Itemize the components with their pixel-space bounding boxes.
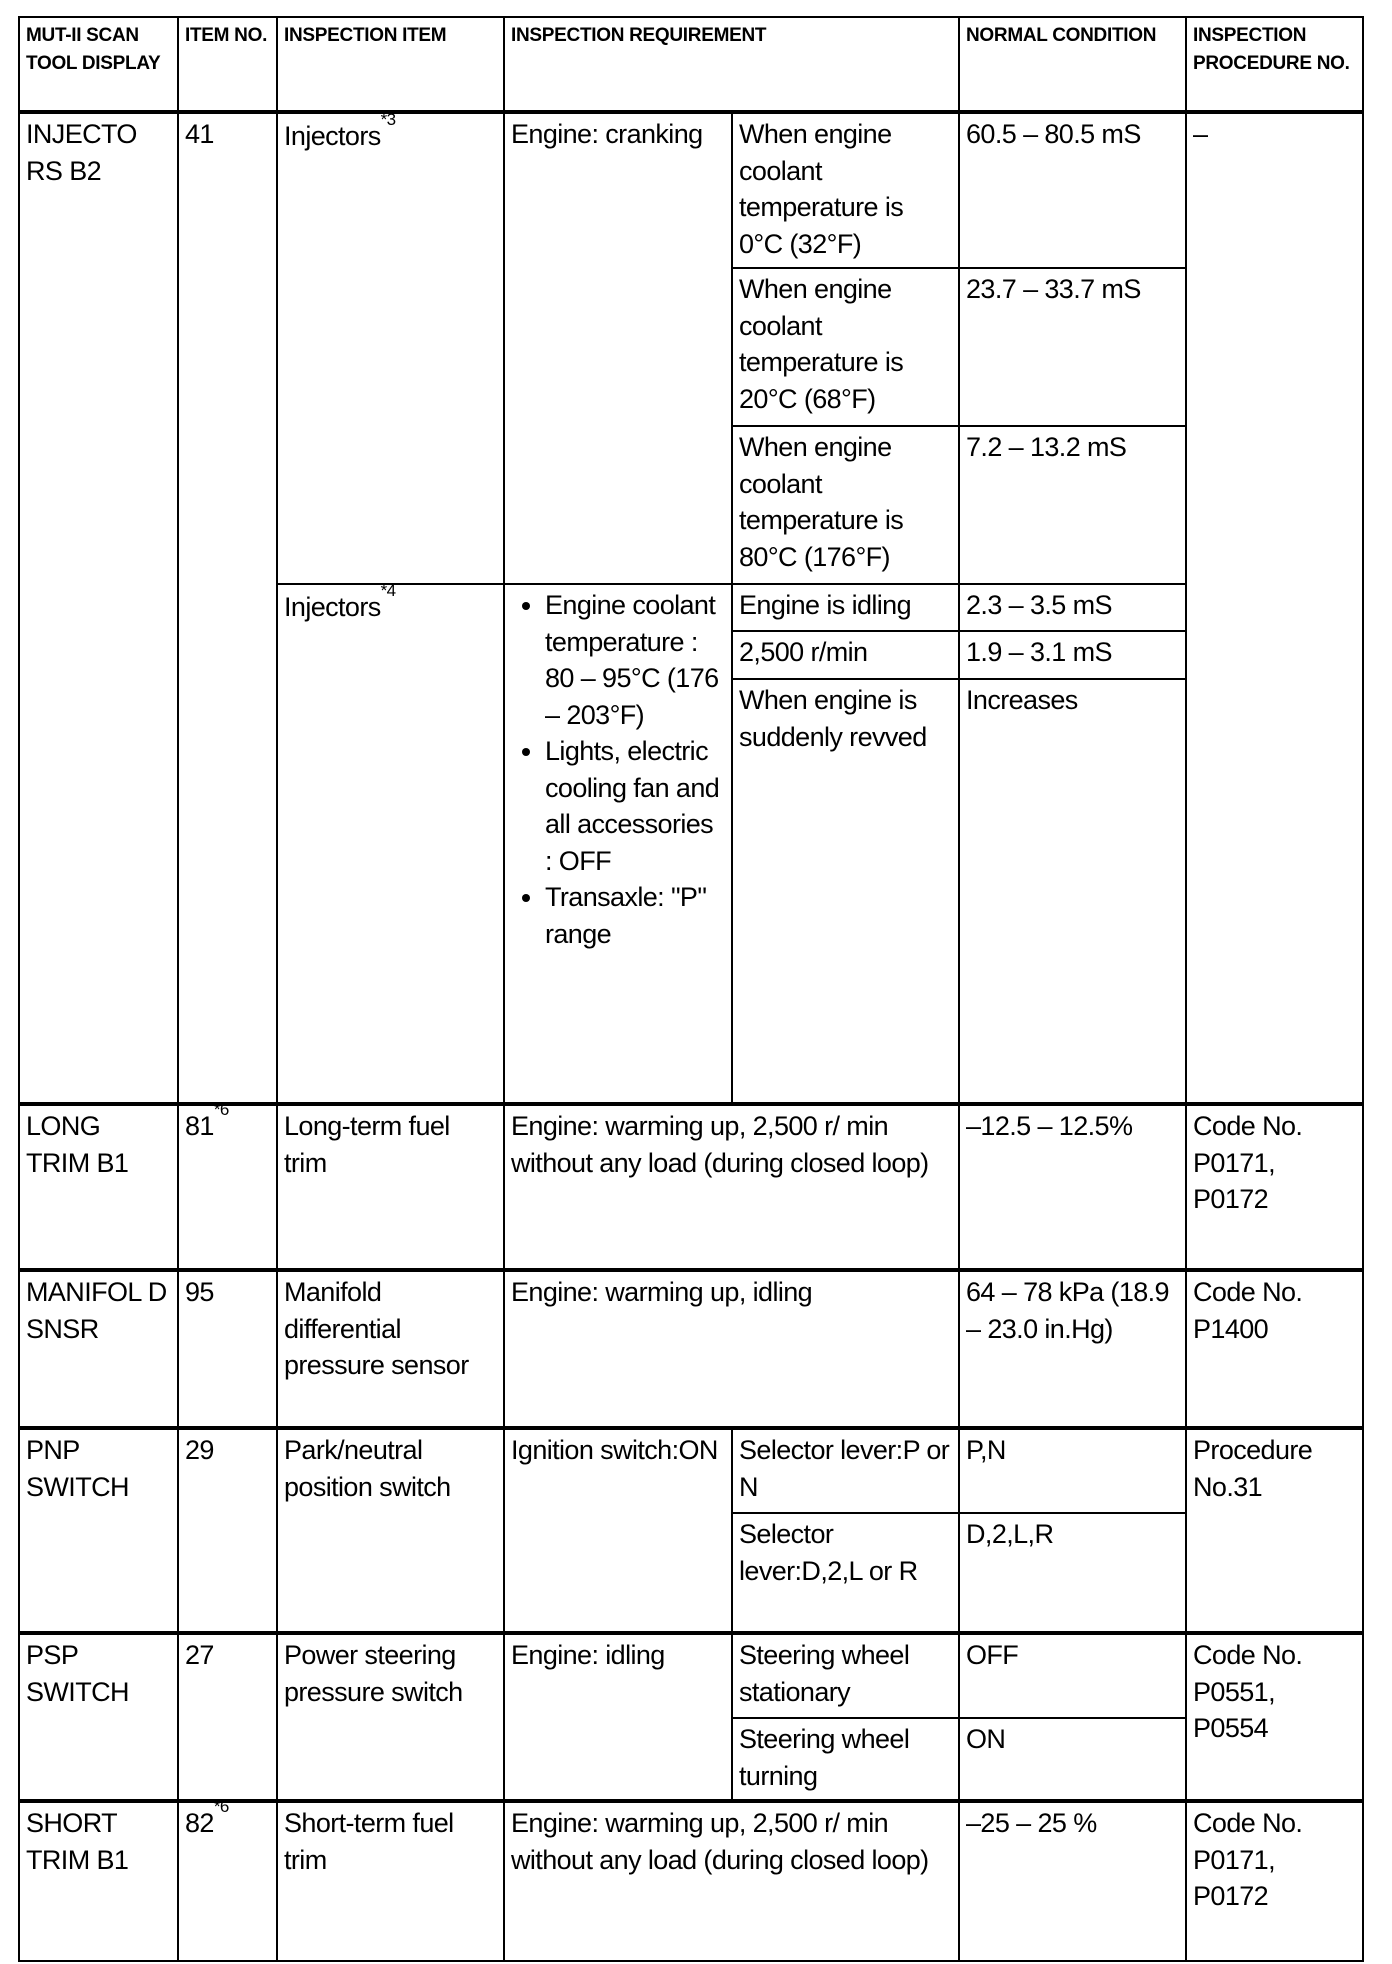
table-row: MANIFOL D SNSR 95 Manifold differential … [18, 1268, 1365, 1429]
table-row: Selector lever:D,2,L or R D,2,L,R [19, 1512, 1363, 1634]
normal-cell: –12.5 – 12.5% [958, 1102, 1188, 1271]
table-row: Steering wheel turning ON [19, 1717, 1363, 1802]
requirement-cell: Engine: warming up, 2,500 r/ min without… [502, 1102, 961, 1271]
procedure-cell: Code No. P0551, P0554 [1185, 1631, 1365, 1802]
condition-cell: Engine is idling [730, 583, 961, 632]
display-cell: LONG TRIM B1 [18, 1102, 179, 1271]
procedure-cell: Code No. P0171, P0172 [1185, 1102, 1365, 1271]
display-cell: SHORT TRIM B1 [18, 1799, 179, 1962]
item-cell: Manifold differential pressure sensor [276, 1268, 505, 1429]
condition-cell: Selector lever:P or N [730, 1426, 961, 1514]
condition-cell: When engine coolant temperature is 20°C … [730, 267, 961, 427]
procedure-cell: – [1185, 110, 1365, 1105]
item-cell: Park/neutral position switch [276, 1426, 505, 1634]
condition-cell: When engine coolant temperature is 0°C (… [730, 110, 961, 269]
requirement-cell: Engine: warming up, idling [502, 1268, 961, 1429]
normal-cell: D,2,L,R [958, 1512, 1188, 1634]
condition-cell: When engine coolant temperature is 80°C … [730, 425, 961, 585]
requirement-cell: Engine: idling [503, 1631, 733, 1802]
requirement-cell: Engine: warming up, 2,500 r/ min without… [502, 1799, 961, 1962]
condition-cell: Steering wheel stationary [730, 1631, 961, 1719]
list-item: Lights, electric cooling fan and all acc… [545, 733, 723, 879]
table-row: When engine is suddenly revved Increases [19, 678, 1363, 1105]
header-item: INSPECTION ITEM [276, 16, 505, 113]
header-row: MUT-II SCAN TOOL DISPLAY ITEM NO. INSPEC… [18, 16, 1365, 113]
item-no-cell: 82*6 [177, 1799, 278, 1962]
normal-cell: Increases [958, 678, 1188, 1105]
normal-cell: 64 – 78 kPa (18.9 – 23.0 in.Hg) [958, 1268, 1188, 1429]
table-row: 2,500 r/min 1.9 – 3.1 mS [19, 630, 1363, 680]
list-item: Transaxle: "P" range [545, 879, 723, 952]
condition-cell: Steering wheel turning [730, 1717, 961, 1802]
header-requirement: INSPECTION REQUIREMENT [502, 16, 961, 113]
item-no-cell: 41 [177, 110, 278, 1105]
procedure-cell: Code No. P1400 [1185, 1268, 1365, 1429]
normal-cell: 2.3 – 3.5 mS [958, 583, 1188, 632]
normal-cell: ON [958, 1717, 1188, 1802]
condition-cell: When engine is suddenly revved [730, 678, 961, 1105]
header-procedure: INSPECTION PROCEDURE NO. [1185, 16, 1365, 113]
item-no-cell: 81*6 [177, 1102, 278, 1271]
table-row: SHORT TRIM B1 82*6 Short-term fuel trim … [18, 1799, 1365, 1962]
normal-cell: –25 – 25 % [958, 1799, 1188, 1962]
item-no-cell: 29 [177, 1426, 278, 1634]
display-cell: MANIFOL D SNSR [18, 1268, 179, 1429]
item-cell: Power steering pressure switch [276, 1631, 505, 1802]
condition-cell: 2,500 r/min [730, 630, 961, 680]
table-row: PNP SWITCH 29 Park/neutral position swit… [18, 1426, 1365, 1634]
display-cell: INJECTO RS B2 [18, 110, 179, 1105]
normal-cell: 7.2 – 13.2 mS [958, 425, 1188, 585]
table-row: INJECTO RS B2 41 Injectors*3 Engine: cra… [18, 110, 1365, 1105]
item-no-cell: 95 [177, 1268, 278, 1429]
inspection-table: MUT-II SCAN TOOL DISPLAY ITEM NO. INSPEC… [18, 16, 1365, 1962]
normal-cell: 23.7 – 33.7 mS [958, 267, 1188, 427]
item-cell: Long-term fuel trim [276, 1102, 505, 1271]
procedure-cell: Procedure No.31 [1185, 1426, 1365, 1634]
header-item-no: ITEM NO. [177, 16, 278, 113]
display-cell: PNP SWITCH [18, 1426, 179, 1634]
item-cell: Injectors*3 [276, 110, 505, 585]
requirement-cell: Ignition switch:ON [503, 1426, 733, 1634]
item-cell: Short-term fuel trim [276, 1799, 505, 1962]
table-row: Injectors*4 Engine coolant temperature :… [19, 583, 1363, 1105]
normal-cell: P,N [958, 1426, 1188, 1514]
table-row: PSP SWITCH 27 Power steering pressure sw… [18, 1631, 1365, 1802]
normal-cell: 1.9 – 3.1 mS [958, 630, 1188, 680]
condition-cell: Selector lever:D,2,L or R [730, 1512, 961, 1634]
item-cell: Injectors*4 [276, 583, 505, 1105]
header-normal: NORMAL CONDITION [958, 16, 1188, 113]
procedure-cell: Code No. P0171, P0172 [1185, 1799, 1365, 1962]
display-cell: PSP SWITCH [18, 1631, 179, 1802]
requirement-list: Engine coolant temperature : 80 – 95°C (… [511, 587, 723, 952]
table-row: LONG TRIM B1 81*6 Long-term fuel trim En… [18, 1102, 1365, 1271]
item-no-cell: 27 [177, 1631, 278, 1802]
requirement-cell: Engine: cranking [503, 110, 733, 585]
normal-cell: OFF [958, 1631, 1188, 1719]
requirement-cell: Engine coolant temperature : 80 – 95°C (… [503, 583, 733, 1105]
list-item: Engine coolant temperature : 80 – 95°C (… [545, 587, 723, 733]
header-display: MUT-II SCAN TOOL DISPLAY [18, 16, 179, 113]
table-row: When engine coolant temperature is 20°C … [19, 267, 1363, 427]
table-row: When engine coolant temperature is 80°C … [19, 425, 1363, 585]
normal-cell: 60.5 – 80.5 mS [958, 110, 1188, 269]
